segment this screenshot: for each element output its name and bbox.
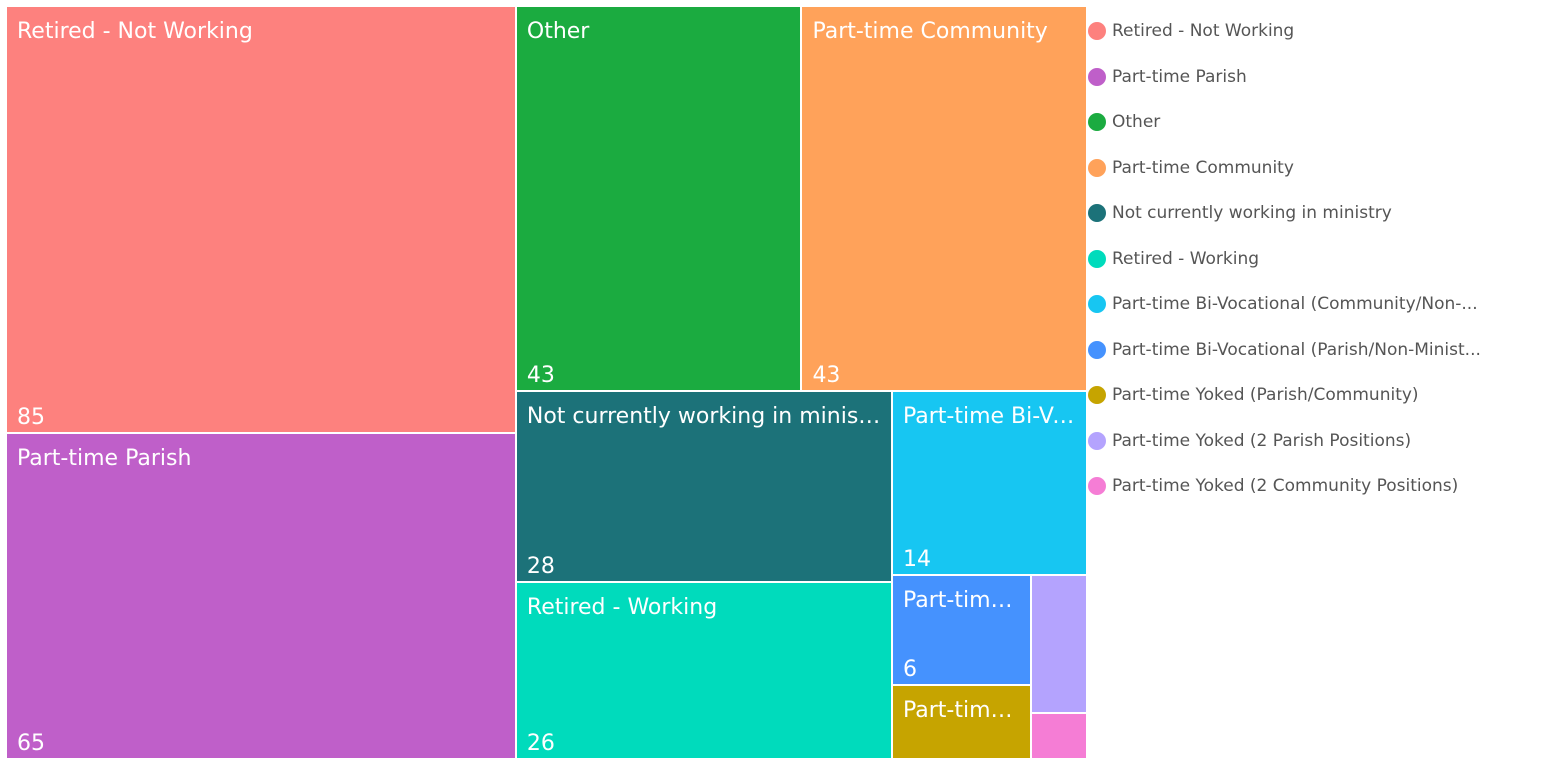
legend-label: Other [1112, 112, 1161, 132]
tile: Part-time Bi-Vocational (Parish/Non-Mini… [892, 576, 1031, 685]
legend-swatch [1088, 204, 1106, 222]
tile: Part-time Yoked (Parish/Community) [892, 686, 1031, 758]
data-label: 43 [526, 363, 555, 389]
legend-item: Part-time Yoked (2 Community Positions) [1088, 474, 1458, 498]
data-label: 28 [526, 554, 555, 580]
tile-label: Retired - Working [526, 595, 718, 621]
tile-label: Part-time Parish [17, 445, 192, 471]
tile-label: Not currently working in ministry [526, 404, 883, 430]
legend-label: Part-time Yoked (2 Community Positions) [1112, 476, 1459, 496]
tile: Retired - Not Working 85 [7, 7, 515, 432]
data-label: 14 [902, 547, 931, 573]
tile [1032, 714, 1086, 758]
legend-label: Part-time Yoked (2 Parish Positions) [1112, 430, 1412, 451]
legend-item: Retired - Not Working [1088, 19, 1294, 43]
legend-swatch [1088, 295, 1106, 313]
legend-swatch [1088, 386, 1106, 404]
legend-swatch [1088, 113, 1106, 131]
legend-swatch [1088, 477, 1106, 495]
data-label: 26 [526, 730, 555, 756]
legend-swatch [1088, 67, 1106, 86]
legend-item: Other [1088, 110, 1160, 134]
legend-item: Part-time Parish [1088, 65, 1247, 89]
tile: Part-time Parish 65 [7, 433, 515, 758]
legend-label: Retired - Working [1112, 248, 1260, 269]
legend-label: Part-time Bi-Vocational (Parish/Non-Mini… [1112, 339, 1481, 360]
legend-item: Retired - Working [1088, 247, 1259, 271]
legend-item: Part-time Bi-Vocational (Community/Non-.… [1088, 292, 1478, 316]
legend-label: Part-time Bi-Vocational (Community/Non-.… [1112, 294, 1478, 314]
data-label: 43 [812, 363, 841, 389]
tile-label: Part-time Community [812, 19, 1048, 44]
legend-label: Part-time Yoked (Parish/Community) [1112, 385, 1419, 405]
legend-swatch [1088, 431, 1106, 450]
tile: Part-time Community 43 [802, 7, 1086, 391]
tile-label: Part-time Yoked (Parish/Community) [902, 698, 1022, 724]
legend-label: Part-time Parish [1112, 66, 1247, 87]
legend-label: Part-time Community [1112, 157, 1294, 178]
tile: Not currently working in ministry 28 [516, 392, 891, 582]
legend-item: Part-time Community [1088, 156, 1294, 180]
legend-item: Not currently working in ministry [1088, 201, 1392, 225]
tile-label: Part-time Bi-Vocational (Community/Non-.… [902, 404, 1078, 430]
tile-label: Part-time Bi-Vocational (Parish/Non-Mini… [902, 588, 1022, 614]
tile-label: Other [526, 19, 590, 44]
tile-label: Retired - Not Working [17, 19, 253, 44]
tile: Part-time Bi-Vocational (Community/Non-.… [892, 392, 1086, 575]
legend-item: Part-time Yoked (Parish/Community) [1088, 383, 1419, 407]
legend-swatch [1088, 249, 1106, 268]
legend-item: Part-time Yoked (2 Parish Positions) [1088, 429, 1411, 453]
data-label: 85 [17, 404, 45, 430]
tile: Other 43 [516, 7, 801, 391]
tile: Retired - Working 26 [516, 583, 891, 758]
data-label: 6 [902, 657, 917, 683]
tile [1032, 576, 1086, 713]
data-label: 65 [17, 730, 45, 756]
legend-swatch [1088, 22, 1106, 40]
legend-swatch [1088, 158, 1106, 177]
legend-swatch [1088, 340, 1106, 359]
legend-label: Not currently working in ministry [1112, 203, 1392, 223]
legend-label: Retired - Not Working [1112, 21, 1295, 41]
legend-item: Part-time Bi-Vocational (Parish/Non-Mini… [1088, 338, 1481, 362]
